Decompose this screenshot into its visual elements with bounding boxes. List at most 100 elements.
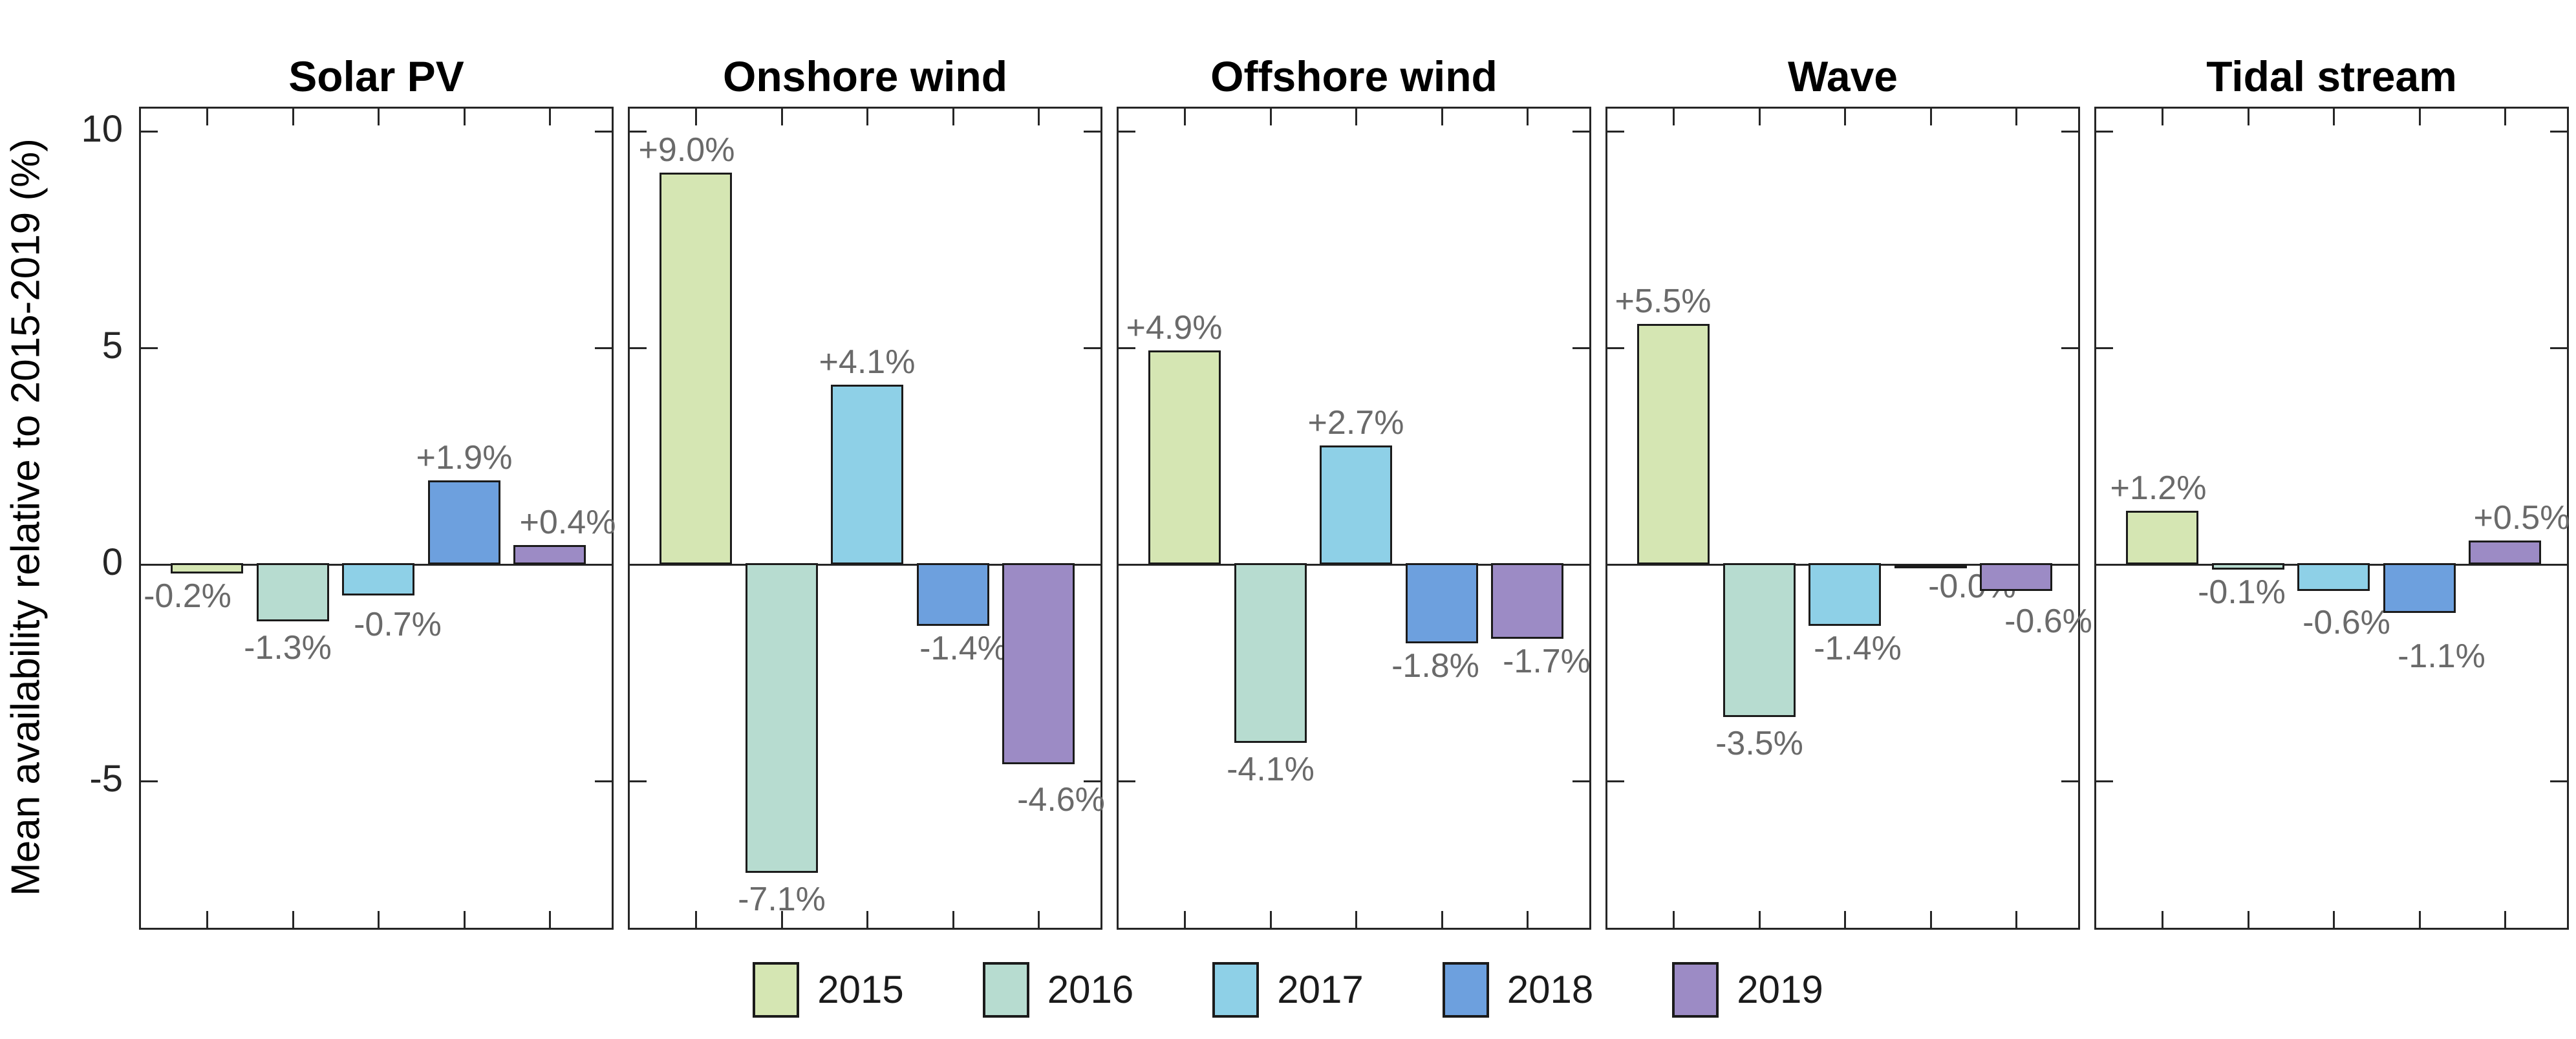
x-tick-bottom	[952, 911, 954, 928]
legend-swatch-2017	[1212, 962, 1260, 1018]
panel-tidal-stream: +1.2% -0.1% -0.6% -1.1% +0.5%	[2094, 107, 2570, 930]
y-tick-left	[141, 131, 158, 133]
x-tick-top	[2504, 109, 2506, 125]
legend-label-2019: 2019	[1737, 968, 1823, 1011]
bar-2016	[1234, 563, 1307, 743]
x-tick-bottom	[2015, 911, 2017, 928]
x-tick-top	[952, 109, 954, 125]
bar-2015	[660, 173, 732, 564]
bar-value-label: -4.1%	[1227, 751, 1315, 788]
x-tick-bottom	[463, 911, 466, 928]
bar-2015	[1637, 324, 1710, 564]
x-tick-top	[1184, 109, 1186, 125]
bar-value-label: -4.6%	[1017, 781, 1105, 819]
x-tick-bottom	[292, 911, 294, 928]
y-tick-left	[630, 564, 647, 566]
x-tick-bottom	[695, 911, 697, 928]
legend-item-2019: 2019	[1672, 962, 1823, 1018]
bar-value-label: +4.9%	[1126, 309, 1223, 347]
legend-item-2018: 2018	[1442, 962, 1594, 1018]
bar-value-label: +4.1%	[819, 343, 916, 381]
bar-2016	[746, 563, 818, 873]
legend-swatch-2019	[1672, 962, 1719, 1018]
y-tick-right	[2550, 131, 2567, 133]
y-tick-right	[1084, 780, 1100, 782]
bar-2016	[1723, 563, 1796, 717]
x-tick-top	[1527, 109, 1529, 125]
y-tick-right	[1572, 780, 1589, 782]
zero-axis-line	[630, 564, 1100, 566]
y-tick-right	[2061, 564, 2078, 566]
legend-swatch-2018	[1442, 962, 1489, 1018]
bar-value-label: +5.5%	[1615, 283, 1712, 320]
x-tick-bottom	[1673, 911, 1675, 928]
y-tick-right	[1084, 347, 1100, 349]
legend-label-2018: 2018	[1507, 968, 1594, 1011]
bar-value-label: +1.9%	[416, 439, 513, 477]
bar-value-label: -0.2%	[144, 577, 231, 615]
x-tick-bottom	[1844, 911, 1846, 928]
y-tick-right	[1084, 564, 1100, 566]
bar-2018	[428, 480, 500, 564]
y-tick-left	[141, 780, 158, 782]
y-tick-left	[1607, 564, 1624, 566]
y-tick-left	[1119, 564, 1135, 566]
bar-value-label: -1.1%	[2398, 637, 2485, 675]
bar-2018	[917, 563, 989, 626]
y-tick-right	[1572, 347, 1589, 349]
x-tick-top	[1269, 109, 1272, 125]
bar-2019	[1002, 563, 1075, 764]
y-tick-left	[630, 131, 647, 133]
y-tick-right	[2061, 347, 2078, 349]
x-tick-top	[1758, 109, 1761, 125]
panel-solar-pv: -0.2% -1.3% -0.7% +1.9% +0.4%	[139, 107, 616, 930]
legend-label-2017: 2017	[1277, 968, 1364, 1011]
y-tick-left	[1119, 131, 1135, 133]
bar-value-label: -1.4%	[1814, 630, 1902, 667]
x-tick-top	[1844, 109, 1846, 125]
bar-value-label: -0.7%	[354, 606, 442, 643]
y-tick-right	[595, 347, 612, 349]
x-tick-bottom	[2418, 911, 2421, 928]
bar-value-label: -1.4%	[919, 630, 1007, 667]
x-tick-bottom	[2247, 911, 2249, 928]
x-tick-bottom	[1441, 911, 1443, 928]
y-tick-label: 10	[81, 108, 123, 150]
x-tick-top	[1038, 109, 1040, 125]
panel-offshore-wind: +4.9% -4.1% +2.7% -1.8% -1.7%	[1117, 107, 1591, 930]
y-tick-left	[630, 347, 647, 349]
x-tick-top	[2247, 109, 2249, 125]
x-tick-bottom	[2162, 911, 2163, 928]
y-tick-left	[630, 780, 647, 782]
bar-value-label: -1.8%	[1391, 647, 1479, 685]
x-tick-top	[2015, 109, 2017, 125]
x-tick-bottom	[1269, 911, 1272, 928]
x-tick-bottom	[866, 911, 868, 928]
panel-title-tidal-stream: Tidal stream	[2206, 52, 2457, 100]
bar-2015	[2126, 511, 2198, 564]
panel-wave: +5.5% -3.5% -1.4% -0.0% -0.6%	[1605, 107, 2092, 930]
bar-2017	[1320, 445, 1392, 564]
legend-item-2015: 2015	[753, 962, 904, 1018]
y-tick-right	[595, 131, 612, 133]
x-tick-bottom	[378, 911, 380, 928]
bar-value-label: +1.2%	[2110, 469, 2207, 507]
bar-value-label: +2.7%	[1307, 404, 1404, 442]
x-tick-top	[206, 109, 208, 125]
bar-value-label: -0.6%	[2004, 603, 2092, 640]
y-tick-right	[2550, 564, 2567, 566]
y-tick-left	[2096, 347, 2113, 349]
legend-item-2017: 2017	[1212, 962, 1364, 1018]
bar-2015	[171, 563, 243, 573]
legend-label-2016: 2016	[1047, 968, 1134, 1011]
y-tick-label: -5	[89, 758, 123, 800]
y-tick-label: 5	[102, 325, 123, 367]
panel-onshore-wind: +9.0% -7.1% +4.1% -1.4% -4.6%	[628, 107, 1105, 930]
x-tick-top	[866, 109, 868, 125]
x-tick-bottom	[780, 911, 783, 928]
bar-2017	[831, 385, 903, 564]
y-tick-left	[2096, 780, 2113, 782]
panel-title-onshore-wind: Onshore wind	[722, 52, 1008, 100]
bar-value-label: +0.5%	[2473, 499, 2570, 537]
